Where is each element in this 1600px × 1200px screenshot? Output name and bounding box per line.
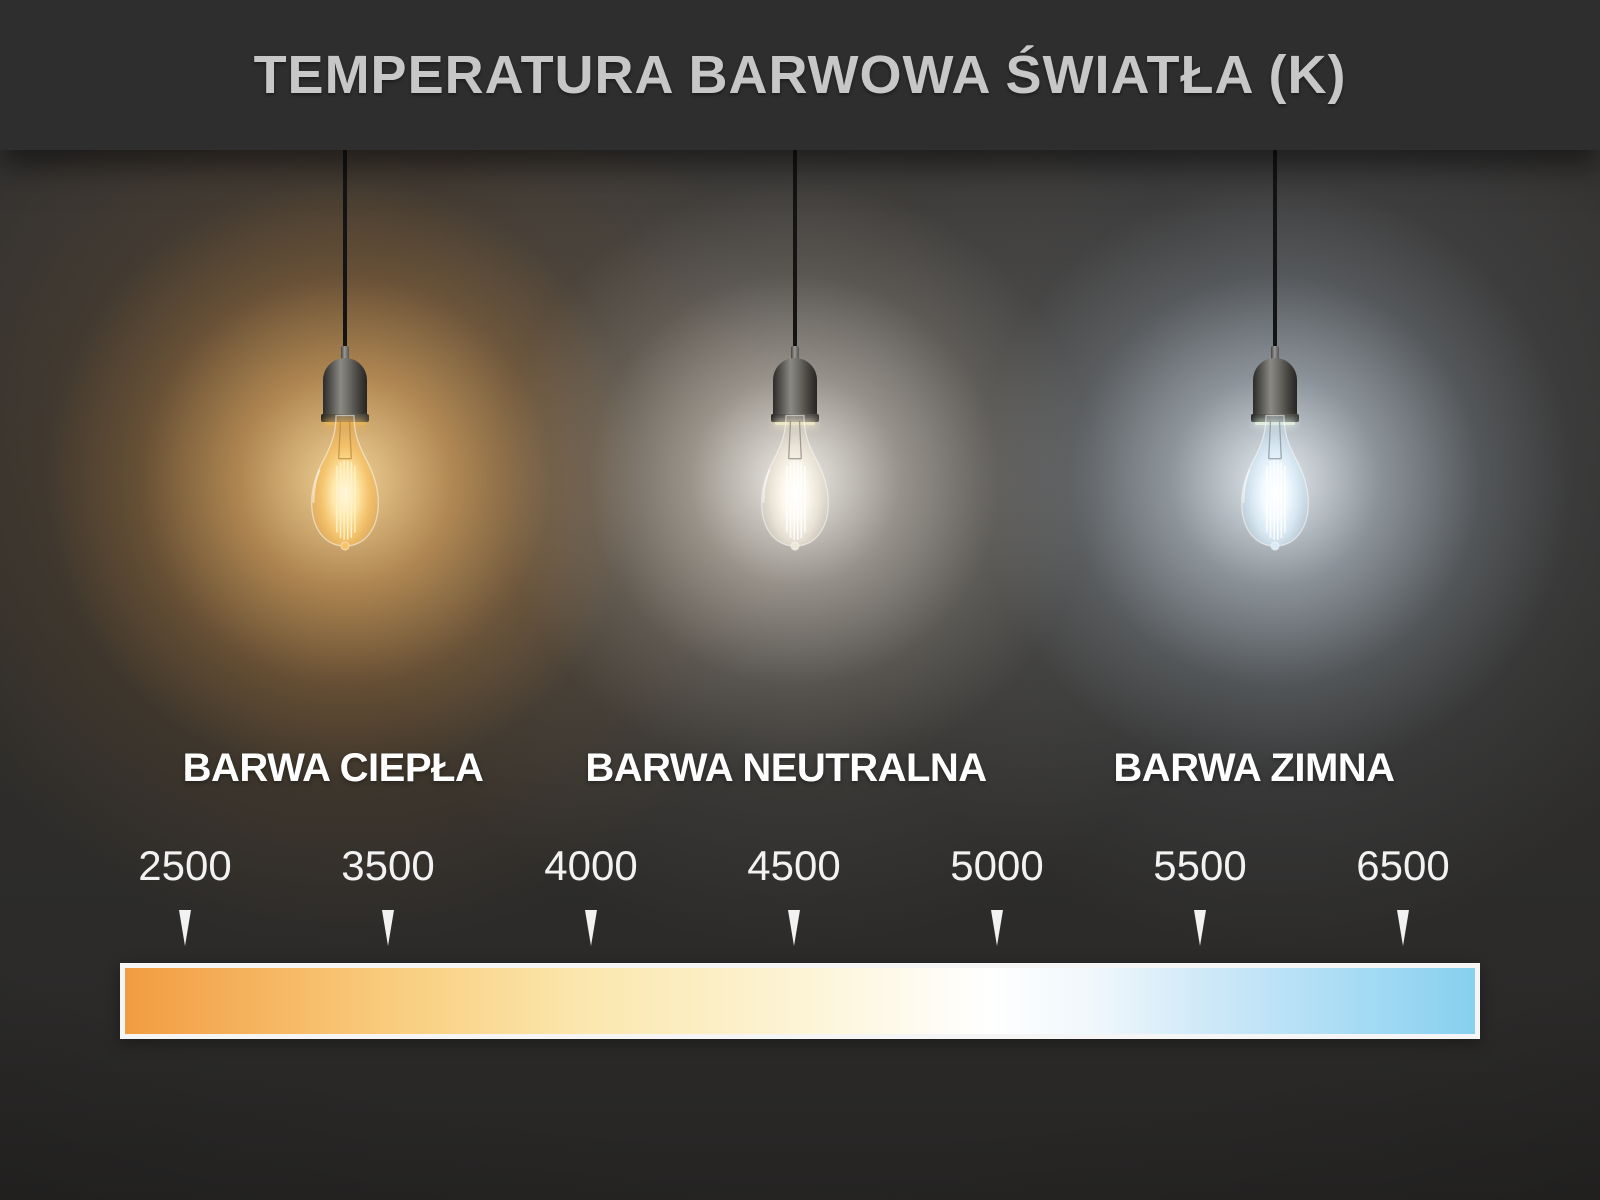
lamp-cord xyxy=(1273,150,1277,350)
header: TEMPERATURA BARWOWA ŚWIATŁA (K) xyxy=(0,0,1600,150)
arrow-down-icon xyxy=(585,910,597,946)
scale-tick-6500: 6500 xyxy=(1333,842,1473,946)
scale-tick-4000: 4000 xyxy=(521,842,661,946)
lamp-cord xyxy=(343,150,347,350)
temperature-gradient-fill xyxy=(125,968,1475,1034)
tick-value: 6500 xyxy=(1356,842,1450,889)
arrow-down-icon xyxy=(991,910,1003,946)
tick-value: 3500 xyxy=(341,842,435,889)
temperature-gradient-bar xyxy=(120,963,1480,1039)
edison-bulb-cold-icon xyxy=(1241,414,1309,551)
arrow-down-icon xyxy=(1397,910,1409,946)
label-warm: BARWA CIEPŁA xyxy=(182,746,484,790)
tick-value: 5000 xyxy=(950,842,1044,889)
label-cold: BARWA ZIMNA xyxy=(1113,746,1395,790)
tick-value: 2500 xyxy=(138,842,232,889)
tick-value: 5500 xyxy=(1153,842,1247,889)
arrow-down-icon xyxy=(788,910,800,946)
arrow-down-icon xyxy=(179,910,191,946)
scale-tick-2500: 2500 xyxy=(115,842,255,946)
lamp-socket xyxy=(771,358,819,425)
page-title: TEMPERATURA BARWOWA ŚWIATŁA (K) xyxy=(253,45,1347,105)
lamp-socket xyxy=(1251,358,1299,425)
lamp-cord xyxy=(793,150,797,350)
edison-bulb-neutral-icon xyxy=(761,414,829,551)
scale-tick-5000: 5000 xyxy=(927,842,1067,946)
lamp-warm xyxy=(300,150,390,580)
tick-value: 4000 xyxy=(544,842,638,889)
scale-tick-4500: 4500 xyxy=(724,842,864,946)
lamp-cord-connector xyxy=(791,346,799,360)
label-neutral: BARWA NEUTRALNA xyxy=(585,746,987,790)
edison-bulb-warm-icon xyxy=(311,414,379,551)
arrow-down-icon xyxy=(1194,910,1206,946)
lamp-cold xyxy=(1230,150,1320,580)
lamp-neutral xyxy=(750,150,840,580)
lamp-cord-connector xyxy=(1271,346,1279,360)
scale-tick-5500: 5500 xyxy=(1130,842,1270,946)
scale-tick-3500: 3500 xyxy=(318,842,458,946)
tick-value: 4500 xyxy=(747,842,841,889)
arrow-down-icon xyxy=(382,910,394,946)
lamp-socket xyxy=(321,358,369,425)
lamp-cord-connector xyxy=(341,346,349,360)
